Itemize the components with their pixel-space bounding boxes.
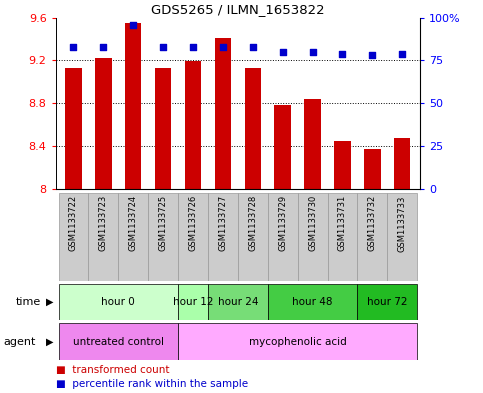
Text: GSM1133728: GSM1133728 xyxy=(248,195,257,252)
Bar xyxy=(65,68,82,189)
Point xyxy=(279,49,286,55)
Text: GSM1133727: GSM1133727 xyxy=(218,195,227,252)
Bar xyxy=(364,149,381,189)
Bar xyxy=(58,284,178,320)
Text: GSM1133729: GSM1133729 xyxy=(278,195,287,252)
Bar xyxy=(178,193,208,281)
Bar xyxy=(95,58,112,189)
Text: time: time xyxy=(16,297,41,307)
Point xyxy=(159,44,167,50)
Point xyxy=(249,44,256,50)
Bar xyxy=(304,99,321,189)
Text: hour 0: hour 0 xyxy=(101,297,135,307)
Point xyxy=(99,44,107,50)
Text: ▶: ▶ xyxy=(46,336,54,347)
Text: GSM1133726: GSM1133726 xyxy=(188,195,198,252)
Text: GSM1133725: GSM1133725 xyxy=(158,195,168,252)
Point xyxy=(219,44,227,50)
Bar xyxy=(155,68,171,189)
Text: hour 24: hour 24 xyxy=(218,297,258,307)
Point xyxy=(369,52,376,59)
Bar xyxy=(88,193,118,281)
Bar xyxy=(208,284,268,320)
Bar xyxy=(387,193,417,281)
Text: ■  transformed count: ■ transformed count xyxy=(56,365,169,375)
Bar xyxy=(334,141,351,189)
Bar xyxy=(215,38,231,189)
Text: GSM1133732: GSM1133732 xyxy=(368,195,377,252)
Bar xyxy=(238,193,268,281)
Point xyxy=(129,21,137,28)
Text: hour 48: hour 48 xyxy=(292,297,333,307)
Bar xyxy=(274,105,291,189)
Text: untreated control: untreated control xyxy=(73,336,164,347)
Text: hour 72: hour 72 xyxy=(367,297,408,307)
Bar xyxy=(58,193,88,281)
Bar xyxy=(244,68,261,189)
Bar xyxy=(298,193,327,281)
Text: agent: agent xyxy=(4,336,36,347)
Bar xyxy=(327,193,357,281)
Text: GSM1133731: GSM1133731 xyxy=(338,195,347,252)
Point xyxy=(309,49,316,55)
Bar xyxy=(125,23,142,189)
Bar xyxy=(148,193,178,281)
Text: GSM1133733: GSM1133733 xyxy=(398,195,407,252)
Text: GSM1133722: GSM1133722 xyxy=(69,195,78,252)
Bar xyxy=(268,284,357,320)
Text: ▶: ▶ xyxy=(46,297,54,307)
Bar xyxy=(357,193,387,281)
Title: GDS5265 / ILMN_1653822: GDS5265 / ILMN_1653822 xyxy=(151,4,325,17)
Text: GSM1133724: GSM1133724 xyxy=(129,195,138,252)
Bar xyxy=(185,61,201,189)
Point xyxy=(70,44,77,50)
Bar xyxy=(208,193,238,281)
Point xyxy=(339,50,346,57)
Bar xyxy=(394,138,411,189)
Point xyxy=(398,50,406,57)
Text: ■  percentile rank within the sample: ■ percentile rank within the sample xyxy=(56,379,248,389)
Point xyxy=(189,44,197,50)
Bar xyxy=(268,193,298,281)
Text: GSM1133723: GSM1133723 xyxy=(99,195,108,252)
Text: hour 12: hour 12 xyxy=(173,297,213,307)
Bar xyxy=(178,284,208,320)
Bar xyxy=(357,284,417,320)
Bar xyxy=(58,323,178,360)
Bar xyxy=(178,323,417,360)
Text: mycophenolic acid: mycophenolic acid xyxy=(249,336,346,347)
Text: GSM1133730: GSM1133730 xyxy=(308,195,317,252)
Bar xyxy=(118,193,148,281)
